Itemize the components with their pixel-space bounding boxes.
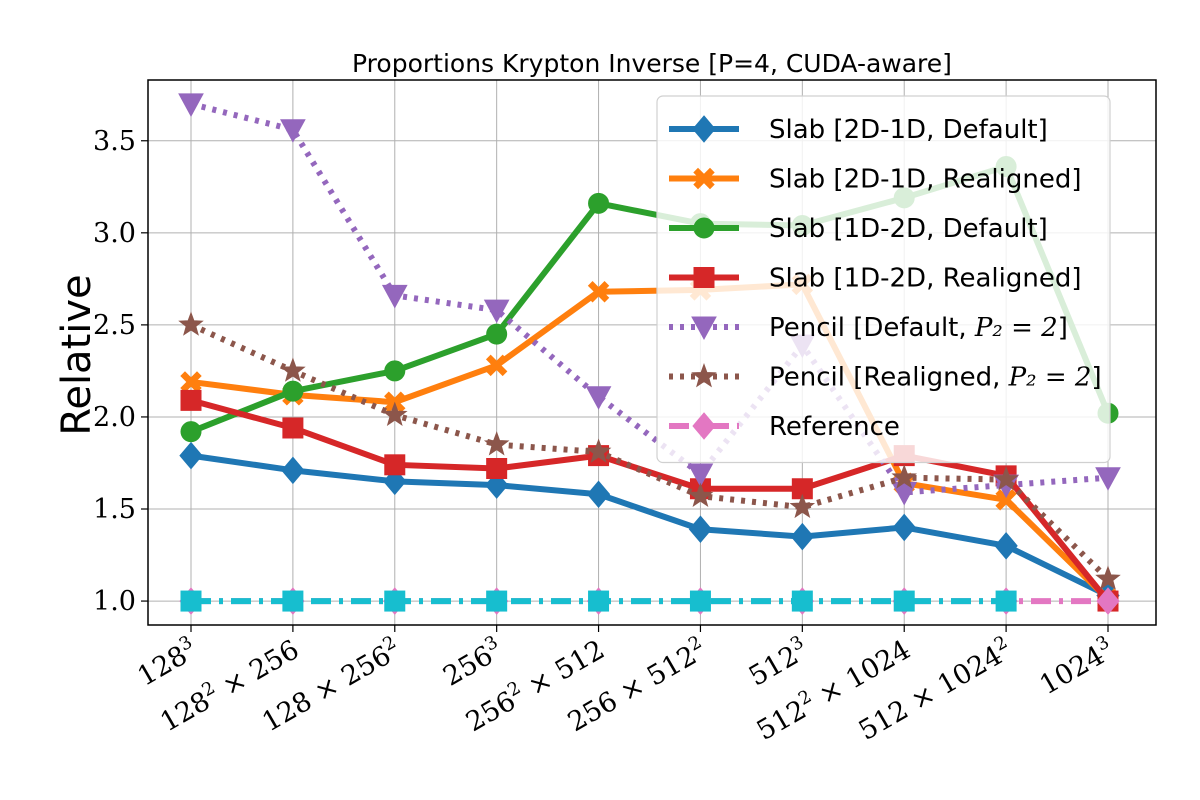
y-tick-label: 3.5 <box>93 126 136 157</box>
legend-label: Reference <box>769 412 900 442</box>
legend-marker <box>693 167 715 190</box>
legend-label: Pencil [Realigned, P₂ = 2] <box>769 363 1102 393</box>
legend-marker <box>693 217 715 239</box>
legend: Slab [2D-1D, Default] Slab [2D-1D, Realig… <box>656 95 1111 464</box>
data-point <box>689 590 711 612</box>
data-point <box>585 386 612 410</box>
legend-marker <box>692 115 716 143</box>
x-tick-label: 1283 <box>131 632 203 693</box>
legend-marker <box>692 412 716 440</box>
data-point <box>588 192 610 214</box>
legend-item: Pencil [Realigned, P₂ = 2] <box>669 363 1102 393</box>
series-5 <box>178 311 1121 590</box>
data-point <box>180 590 202 612</box>
data-point <box>995 489 1017 511</box>
data-point <box>179 441 203 470</box>
data-point <box>485 354 508 377</box>
data-point <box>280 357 306 382</box>
data-point <box>384 360 406 382</box>
chart-title: Proportions Krypton Inverse [P=4, CUDA-a… <box>352 49 952 78</box>
data-point <box>486 457 508 479</box>
x-tick-label: 2563 <box>437 632 509 693</box>
data-point <box>588 590 610 612</box>
data-point <box>790 522 814 551</box>
legend-box <box>656 95 1111 464</box>
data-point <box>282 417 304 439</box>
data-point <box>587 281 610 303</box>
data-point <box>381 284 408 309</box>
legend-item: Slab [1D-2D, Realigned] <box>669 264 1082 294</box>
data-point <box>486 323 508 345</box>
data-point <box>483 431 510 456</box>
legend-label: Slab [2D-1D, Realigned] <box>769 165 1082 195</box>
data-point <box>994 532 1018 560</box>
y-tick-label: 2.5 <box>93 310 136 341</box>
x-tick-label: 10243 <box>1033 632 1119 702</box>
legend-marker <box>691 363 717 388</box>
data-point <box>382 401 408 426</box>
data-point <box>789 493 816 519</box>
series-4 <box>178 93 1121 506</box>
legend-item: Slab [2D-1D, Realigned] <box>669 165 1082 195</box>
data-point <box>180 421 202 443</box>
data-point <box>1095 467 1121 491</box>
data-point <box>178 311 204 336</box>
data-point <box>893 590 915 612</box>
legend-item: Slab [2D-1D, Default] <box>669 115 1048 145</box>
legend-label: Slab [1D-2D, Realigned] <box>769 264 1082 294</box>
series-line <box>190 452 1110 599</box>
data-point <box>178 93 204 117</box>
y-tick-label: 1.5 <box>93 494 136 525</box>
y-ticks: 1.0 1.5 2.0 2.5 3.0 3.5 <box>93 126 148 617</box>
legend-label: Pencil [Default, P₂ = 2] <box>769 313 1068 343</box>
data-point <box>687 463 714 488</box>
y-axis-label: Relative <box>54 274 100 435</box>
data-point <box>384 590 406 612</box>
data-point <box>1096 587 1120 615</box>
data-point <box>791 590 813 612</box>
y-tick-label: 2.0 <box>93 402 136 433</box>
plot-frame <box>147 79 1157 626</box>
legend-item: Slab [1D-2D, Default] <box>669 214 1048 244</box>
legend-item: Reference <box>669 412 900 442</box>
data-point <box>282 590 304 612</box>
data-point <box>993 466 1019 491</box>
data-point <box>1095 565 1121 590</box>
y-tick-label: 1.0 <box>93 586 136 617</box>
legend-label: Slab [2D-1D, Default] <box>769 115 1048 145</box>
series-line <box>189 322 1111 582</box>
y-tick-label: 3.0 <box>93 218 136 249</box>
data-point <box>486 590 508 612</box>
data-point <box>280 119 306 143</box>
data-point <box>281 456 305 485</box>
data-point <box>585 438 612 463</box>
data-point <box>483 299 510 324</box>
x-tick-label: 5123 <box>742 632 814 693</box>
legend-marker <box>693 267 715 288</box>
data-point <box>995 590 1017 612</box>
data-point <box>282 380 304 402</box>
legend-marker <box>691 316 717 341</box>
data-point <box>586 480 611 509</box>
series-line <box>190 101 1109 496</box>
series-layer <box>178 93 1121 615</box>
series-7 <box>180 590 1017 612</box>
data-point <box>688 515 713 544</box>
data-point <box>384 454 406 476</box>
data-point <box>180 389 202 411</box>
data-point <box>687 482 714 507</box>
data-point <box>891 464 917 489</box>
legend-label: Slab [1D-2D, Default] <box>769 214 1048 244</box>
legend-item: Pencil [Default, P₂ = 2] <box>669 313 1068 343</box>
data-point <box>892 513 916 542</box>
